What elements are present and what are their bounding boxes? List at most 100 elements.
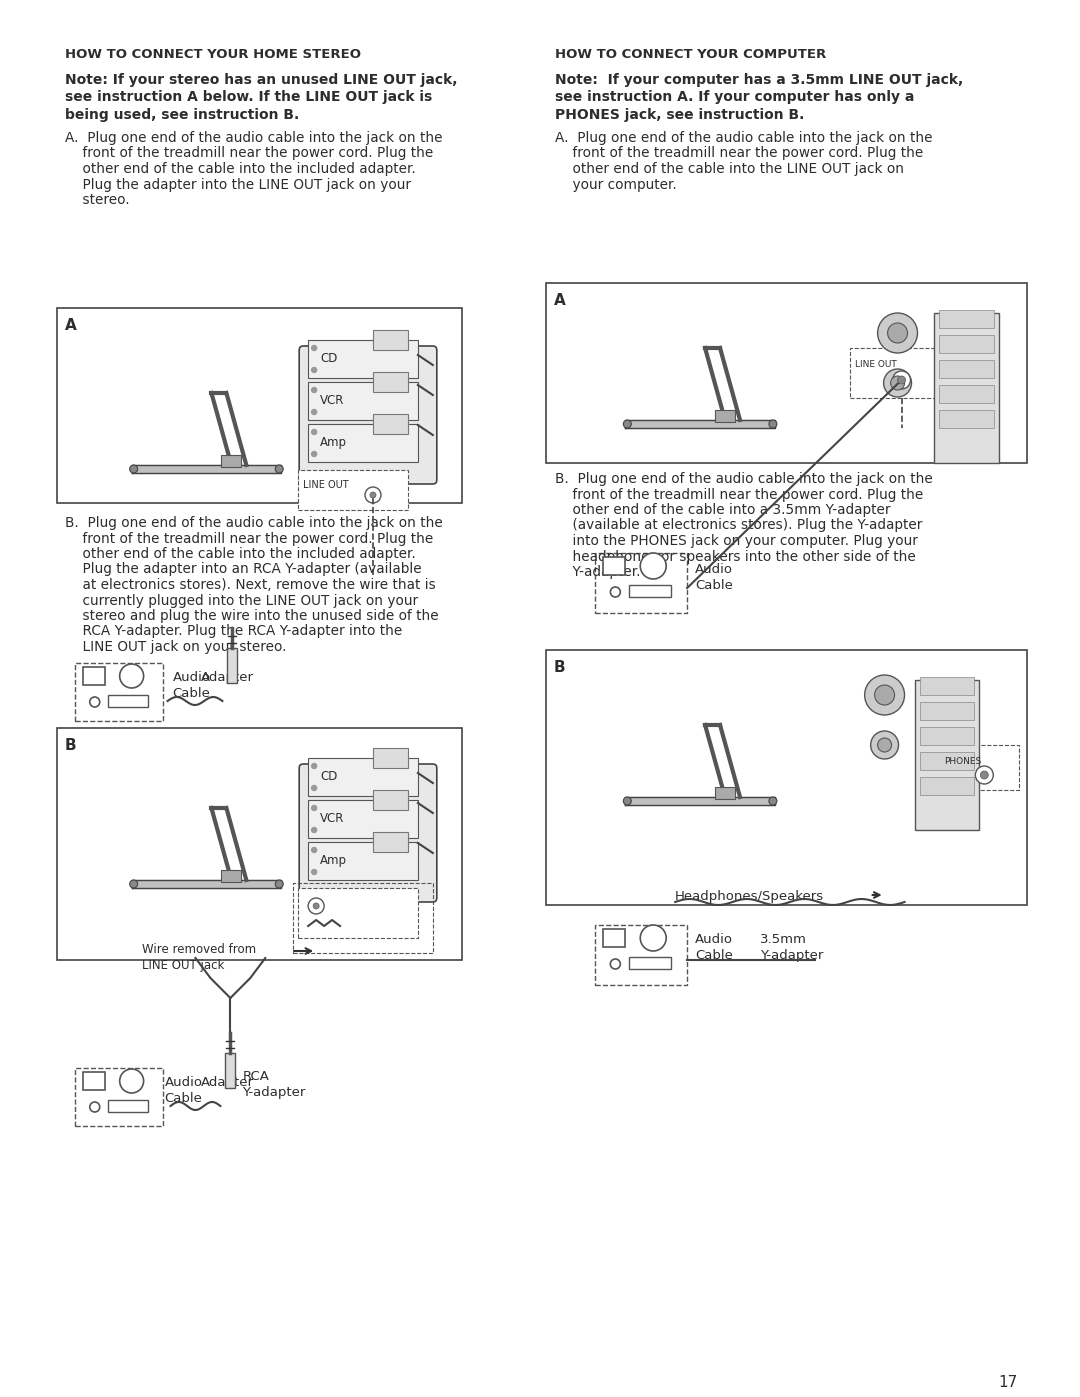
Text: A.  Plug one end of the audio cable into the jack on the: A. Plug one end of the audio cable into … — [65, 131, 443, 145]
Text: RCA Y-adapter. Plug the RCA Y-adapter into the: RCA Y-adapter. Plug the RCA Y-adapter in… — [65, 624, 402, 638]
Circle shape — [312, 827, 316, 833]
Text: CD: CD — [320, 770, 338, 782]
Circle shape — [878, 313, 918, 353]
Circle shape — [623, 420, 632, 427]
Bar — [715, 787, 735, 799]
Bar — [373, 833, 408, 852]
Circle shape — [981, 771, 988, 780]
Text: Note:  If your computer has a 3.5mm LINE OUT jack,: Note: If your computer has a 3.5mm LINE … — [555, 73, 963, 87]
Bar — [850, 348, 944, 398]
Bar — [108, 694, 148, 707]
Circle shape — [610, 958, 620, 970]
Text: LINE OUT: LINE OUT — [854, 360, 896, 369]
Text: 17: 17 — [998, 1375, 1017, 1390]
Text: front of the treadmill near the power cord. Plug the: front of the treadmill near the power co… — [555, 147, 923, 161]
Bar — [715, 409, 735, 422]
Text: CD: CD — [320, 352, 338, 365]
Text: Headphones/Speakers: Headphones/Speakers — [675, 890, 824, 902]
Text: headphones or speakers into the other side of the: headphones or speakers into the other si… — [555, 549, 916, 563]
Text: Cable: Cable — [696, 949, 733, 963]
Text: Cable: Cable — [173, 687, 211, 700]
Text: Audio: Audio — [164, 1076, 203, 1090]
Text: Cable: Cable — [164, 1092, 202, 1105]
Text: Amp: Amp — [320, 854, 347, 868]
Bar — [919, 703, 974, 719]
Bar — [57, 728, 462, 960]
Circle shape — [640, 925, 666, 951]
Bar — [57, 307, 462, 503]
Bar — [940, 386, 995, 402]
Circle shape — [90, 1102, 99, 1112]
Text: B.  Plug one end of the audio cable into the jack on the: B. Plug one end of the audio cable into … — [65, 515, 443, 529]
Circle shape — [883, 369, 912, 397]
Text: Y-adapter.: Y-adapter. — [555, 564, 642, 578]
Bar — [308, 425, 418, 462]
Text: Audio: Audio — [173, 671, 211, 685]
Text: see instruction A below. If the LINE OUT jack is: see instruction A below. If the LINE OUT… — [65, 91, 432, 105]
Circle shape — [892, 372, 910, 388]
Circle shape — [312, 848, 316, 852]
Bar — [373, 414, 408, 434]
Text: LINE OUT jack on your stereo.: LINE OUT jack on your stereo. — [65, 640, 286, 654]
Circle shape — [610, 587, 620, 597]
Text: Plug the adapter into the LINE OUT jack on your: Plug the adapter into the LINE OUT jack … — [65, 177, 410, 191]
FancyBboxPatch shape — [299, 764, 436, 902]
Bar — [373, 330, 408, 351]
Bar — [940, 409, 995, 427]
Circle shape — [870, 731, 899, 759]
Text: other end of the cable into the included adapter.: other end of the cable into the included… — [65, 162, 416, 176]
Text: stereo and plug the wire into the unused side of the: stereo and plug the wire into the unused… — [65, 609, 438, 623]
Bar — [75, 1067, 163, 1126]
Text: stereo.: stereo. — [65, 193, 130, 207]
Bar — [934, 313, 999, 462]
Bar — [373, 747, 408, 768]
Bar — [595, 553, 687, 613]
Circle shape — [130, 880, 137, 888]
Bar — [940, 745, 1020, 789]
Bar — [226, 1053, 235, 1088]
Bar — [630, 957, 671, 970]
Bar — [228, 648, 238, 683]
Polygon shape — [132, 465, 281, 474]
Bar — [75, 664, 163, 721]
Text: front of the treadmill near the power cord. Plug the: front of the treadmill near the power co… — [65, 531, 433, 545]
Text: your computer.: your computer. — [555, 177, 677, 191]
Bar — [940, 360, 995, 379]
Circle shape — [640, 553, 666, 578]
Circle shape — [865, 675, 905, 715]
Text: HOW TO CONNECT YOUR COMPUTER: HOW TO CONNECT YOUR COMPUTER — [555, 47, 827, 61]
Text: Y-adapter: Y-adapter — [760, 949, 823, 963]
Text: B: B — [65, 738, 77, 753]
Bar — [308, 842, 418, 880]
Text: B: B — [553, 659, 565, 675]
Text: Cable: Cable — [696, 578, 733, 592]
Circle shape — [975, 766, 994, 784]
Text: LINE OUT: LINE OUT — [303, 481, 349, 490]
Circle shape — [313, 902, 319, 909]
Circle shape — [120, 664, 144, 687]
Circle shape — [275, 880, 283, 888]
Text: VCR: VCR — [320, 812, 345, 826]
Bar — [915, 680, 980, 830]
Circle shape — [312, 387, 316, 393]
Bar — [545, 650, 1027, 905]
Text: Adapter: Adapter — [201, 1076, 254, 1090]
Text: at electronics stores). Next, remove the wire that is: at electronics stores). Next, remove the… — [65, 578, 435, 592]
Circle shape — [623, 798, 632, 805]
FancyBboxPatch shape — [299, 346, 436, 483]
Bar — [308, 339, 418, 379]
Bar — [940, 335, 995, 353]
Text: 3.5mm: 3.5mm — [760, 933, 807, 946]
Text: RCA: RCA — [242, 1070, 269, 1083]
Bar — [919, 678, 974, 694]
Text: Audio: Audio — [696, 563, 733, 576]
Bar — [604, 557, 625, 576]
Text: front of the treadmill near the power cord. Plug the: front of the treadmill near the power co… — [555, 488, 923, 502]
Bar — [373, 372, 408, 393]
Text: HOW TO CONNECT YOUR HOME STEREO: HOW TO CONNECT YOUR HOME STEREO — [65, 47, 361, 61]
Circle shape — [312, 367, 316, 373]
Bar — [940, 310, 995, 328]
Text: front of the treadmill near the power cord. Plug the: front of the treadmill near the power co… — [65, 147, 433, 161]
Bar — [308, 759, 418, 796]
Text: into the PHONES jack on your computer. Plug your: into the PHONES jack on your computer. P… — [555, 534, 918, 548]
